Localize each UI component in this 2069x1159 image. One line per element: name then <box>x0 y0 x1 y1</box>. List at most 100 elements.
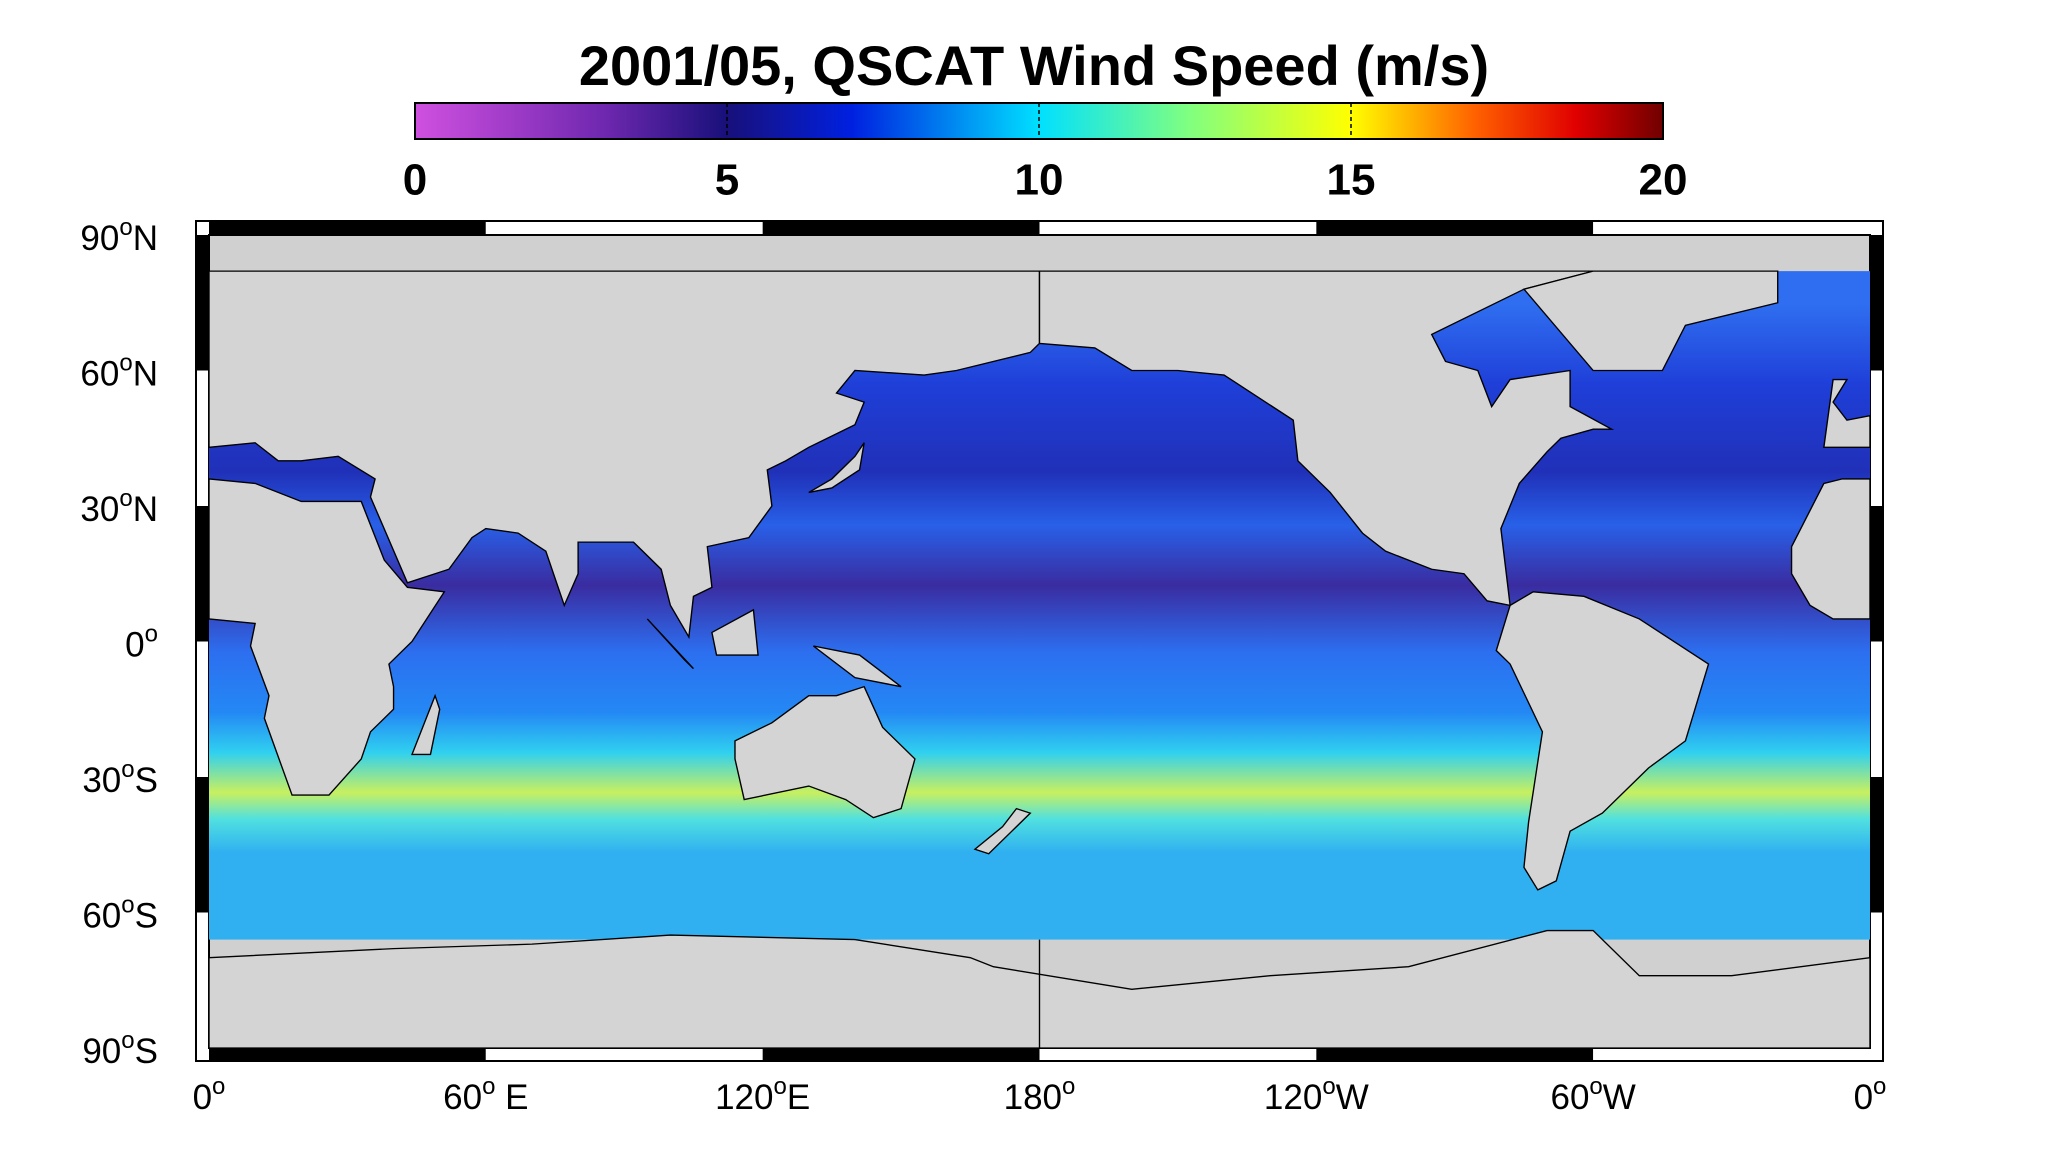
longitude-label-num: 0 <box>1854 1078 1873 1117</box>
frame-band <box>1870 641 1882 777</box>
frame-band <box>209 222 486 235</box>
landmass <box>711 608 759 656</box>
longitude-label-suffix: W <box>1336 1078 1369 1117</box>
longitude-label: 0o <box>193 1073 226 1117</box>
latitude-label-num: 0 <box>125 626 144 665</box>
longitude-label-num: 60 <box>443 1078 482 1117</box>
longitude-label: 0o <box>1854 1073 1887 1117</box>
frame-band <box>485 222 763 235</box>
frame-band <box>1593 1048 1870 1060</box>
longitude-label-num: 180 <box>1004 1078 1062 1117</box>
colorbar-tick-label: 10 <box>1015 156 1064 205</box>
latitude-label-num: 60 <box>80 355 119 394</box>
longitude-label-num: 60 <box>1550 1078 1589 1117</box>
longitude-label-sup: o <box>212 1073 225 1100</box>
latitude-label: 30oN <box>80 485 158 529</box>
latitude-label-suffix: S <box>135 897 158 936</box>
frame-band <box>762 222 1040 235</box>
frame-band <box>1870 370 1882 506</box>
longitude-label: 60o E <box>443 1073 528 1117</box>
latitude-label: 90oN <box>80 214 158 258</box>
frame-band <box>197 777 209 913</box>
longitude-label: 60oW <box>1550 1073 1635 1117</box>
latitude-label-sup: o <box>119 214 132 241</box>
latitude-label-suffix: N <box>133 219 158 258</box>
latitude-label-num: 30 <box>80 490 119 529</box>
frame-band <box>762 1048 1040 1060</box>
frame-band <box>1870 506 1882 642</box>
latitude-label: 30oS <box>82 756 158 800</box>
landmass <box>1522 270 1779 372</box>
longitude-label-suffix: W <box>1603 1078 1636 1117</box>
latitude-label-suffix: N <box>133 355 158 394</box>
colorbar-tick-label: 0 <box>403 156 427 205</box>
longitude-label-sup: o <box>1062 1073 1075 1100</box>
frame-band <box>1316 1048 1594 1060</box>
map-frame <box>195 220 1884 1062</box>
longitude-label: 120oE <box>715 1073 810 1117</box>
latitude-label: 60oN <box>80 350 158 394</box>
frame-band <box>197 370 209 506</box>
frame-band <box>209 1048 486 1060</box>
landmass <box>973 807 1032 855</box>
latitude-label-suffix: S <box>135 1032 158 1071</box>
longitude-label-num: 120 <box>1264 1078 1322 1117</box>
frame-band <box>1593 222 1870 235</box>
latitude-label-sup: o <box>145 621 158 648</box>
latitude-label-sup: o <box>121 892 134 919</box>
landmass <box>1495 591 1710 891</box>
colorbar: 0 5 10 15 20 <box>403 102 1688 205</box>
latitude-label-num: 60 <box>82 897 121 936</box>
frame-band <box>197 912 209 1048</box>
frame-band <box>485 1048 763 1060</box>
latitude-label-num: 90 <box>82 1032 121 1071</box>
landmass <box>411 693 441 756</box>
landmass <box>808 442 865 494</box>
longitude-label: 120oW <box>1264 1073 1369 1117</box>
frame-band <box>1870 235 1882 371</box>
landmass <box>1038 270 1615 607</box>
colorbar-tick-label: 20 <box>1639 156 1688 205</box>
frame-band <box>1870 777 1882 913</box>
latitude-label: 90oS <box>82 1027 158 1071</box>
landmass <box>812 645 902 688</box>
frame-band <box>1039 1048 1317 1060</box>
longitude-label-sup: o <box>1589 1073 1602 1100</box>
latitude-label-num: 90 <box>80 219 119 258</box>
longitude-label-suffix: E <box>787 1078 810 1117</box>
title: 2001/05, QSCAT Wind Speed (m/s) <box>579 34 1489 97</box>
longitude-label-sup: o <box>774 1073 787 1100</box>
landmass <box>209 478 446 796</box>
frame-band <box>197 235 209 371</box>
longitude-label-sup: o <box>1322 1073 1335 1100</box>
colorbar-tick-label: 5 <box>715 156 739 205</box>
longitude-label-sup: o <box>482 1073 495 1100</box>
longitude-label-suffix: E <box>495 1078 528 1117</box>
latitude-label: 0o <box>125 621 158 665</box>
longitude-label: 180o <box>1004 1073 1076 1117</box>
longitude-label-sup: o <box>1873 1073 1886 1100</box>
frame-band <box>1039 222 1317 235</box>
latitude-label-sup: o <box>119 485 132 512</box>
wind-map <box>209 270 1870 1048</box>
longitude-label-num: 120 <box>715 1078 773 1117</box>
latitude-label-suffix: N <box>133 490 158 529</box>
frame-band <box>1870 912 1882 1048</box>
latitude-label: 60oS <box>82 892 158 936</box>
latitude-label-sup: o <box>121 1027 134 1054</box>
landmass <box>209 270 1041 640</box>
landmass <box>1823 378 1870 448</box>
landmass <box>646 618 694 670</box>
landmass <box>734 685 916 819</box>
frame-band <box>197 641 209 777</box>
longitude-label-num: 0 <box>193 1078 212 1117</box>
frame-band <box>1316 222 1594 235</box>
latitude-label-suffix: S <box>135 761 158 800</box>
landmass <box>1790 478 1870 620</box>
latitude-label-sup: o <box>119 350 132 377</box>
frame-band <box>197 506 209 642</box>
colorbar-tick-label: 15 <box>1327 156 1376 205</box>
latitude-label-sup: o <box>121 756 134 783</box>
latitude-label-num: 30 <box>82 761 121 800</box>
